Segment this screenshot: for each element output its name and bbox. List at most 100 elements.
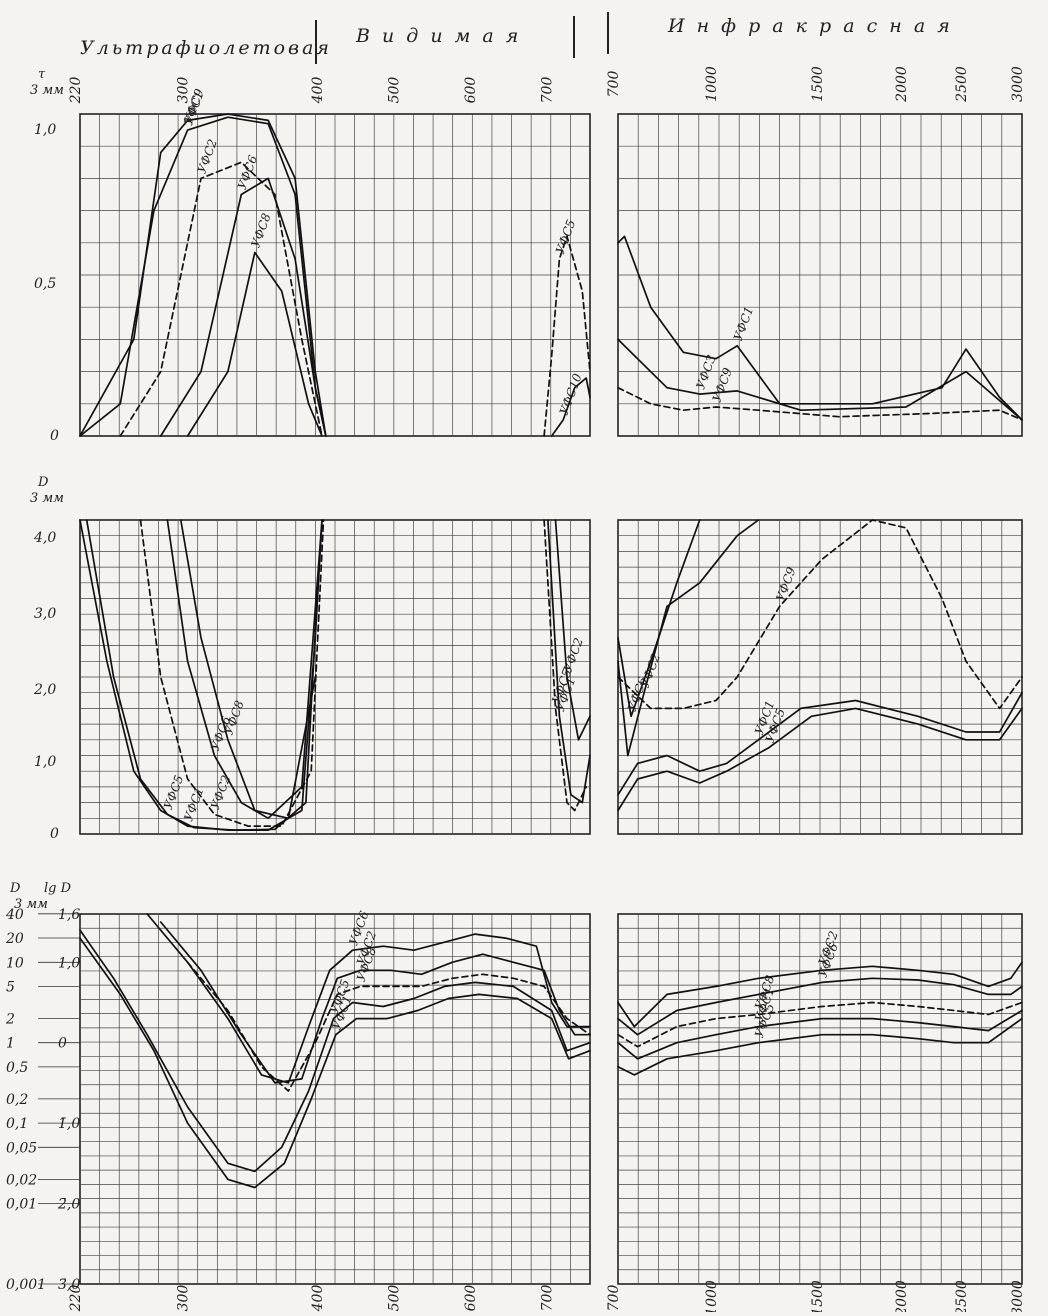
panel3-lg-tick: 1̄,0 <box>58 1116 80 1132</box>
series-label: УФС5 <box>161 773 186 811</box>
series-line-4-4 <box>79 937 591 1189</box>
top-tick-label: 400 <box>310 77 326 105</box>
series-label: УФС1 <box>731 305 756 343</box>
series-line-3-4 <box>617 707 1023 812</box>
panel1-ytick: 0 <box>50 428 59 444</box>
panel2-ytick: 4,0 <box>33 530 56 546</box>
series-line-1-0 <box>617 235 1023 421</box>
series-line-3-2 <box>617 519 1023 710</box>
top-tick-label: 1000 <box>704 66 720 102</box>
panel2-thickness: 3 мм <box>30 491 64 506</box>
panel3-ylabel-d: D <box>9 881 21 896</box>
panel3-d-tick: 0,05 <box>6 1140 37 1156</box>
series-line-2-2 <box>139 519 325 827</box>
panel3-lg-tick: 2̄,0 <box>57 1197 80 1213</box>
series-line-2-5 <box>543 519 588 812</box>
region-uv-label: Ультрафиолетовая <box>80 37 332 59</box>
series-line-0-5 <box>543 235 591 437</box>
panel3-d-tick: 5 <box>6 980 15 996</box>
series-line-1-1 <box>617 338 1023 421</box>
panel3-d-tick: 1 <box>6 1036 15 1052</box>
series-line-5-2 <box>617 1001 1023 1048</box>
bottom-wavelength-axis: 220 300 400 500 600 700 700 1000 1500 2000 2500 300… <box>68 1280 1026 1316</box>
panel3-lg-tick: 0 <box>58 1036 67 1052</box>
top-tick-label: 500 <box>387 77 403 104</box>
panel2-ytick: 1,0 <box>34 754 56 770</box>
panel3-lg-tick: 3̄,0 <box>58 1277 80 1293</box>
bottom-tick-label: 2000 <box>894 1280 910 1312</box>
series-label: УФС10 <box>557 371 585 417</box>
series-line-0-1 <box>79 116 327 437</box>
panel3-d-tick: 40 <box>5 907 24 923</box>
panel3-d-tick: 2 <box>5 1012 15 1028</box>
panel3-thickness: 3 мм <box>14 897 48 912</box>
panel1-ytick: 0,5 <box>34 276 56 292</box>
top-tick-label: 2000 <box>894 66 910 103</box>
bottom-tick-label: 500 <box>387 1285 403 1312</box>
top-tick-label: 2500 <box>954 66 970 103</box>
region-visible-label: В и д и м а я <box>355 25 521 47</box>
bottom-tick-label: 3000 <box>1010 1280 1026 1312</box>
series-line-1-2 <box>617 386 1023 421</box>
series-line-4-2 <box>186 961 591 1092</box>
top-tick-label: 1500 <box>810 66 826 102</box>
top-tick-label: 600 <box>463 77 479 104</box>
series-line-2-6 <box>547 519 591 804</box>
series-line-2-0 <box>79 519 323 831</box>
bottom-tick-label: 600 <box>463 1285 479 1312</box>
panel3-d-tick: 0,2 <box>6 1092 28 1108</box>
panel3-d-tick: 20 <box>5 931 24 947</box>
bottom-tick-label: 300 <box>176 1285 192 1312</box>
top-tick-label: 700 <box>540 77 556 104</box>
panel1-ytick: 1,0 <box>34 122 56 138</box>
series-line-3-1 <box>617 519 701 718</box>
series-label: УФС6 <box>625 675 650 713</box>
panel3-d-tick: 0,1 <box>6 1116 28 1132</box>
panel2-ytick: 2,0 <box>33 682 56 698</box>
panel3-lg-tick: 1,0 <box>58 955 80 971</box>
bottom-tick-label: 2500 <box>954 1280 970 1312</box>
panel2-ytick: 0 <box>50 826 59 842</box>
series-line-0-6 <box>550 377 591 437</box>
series-label: УФС9 <box>773 565 798 603</box>
bottom-tick-label: 220 <box>68 1285 84 1312</box>
series-line-2-4 <box>179 519 317 820</box>
bottom-tick-label: 700 <box>540 1285 556 1312</box>
series-label: УФС1 <box>181 785 206 823</box>
series-line-4-1 <box>159 921 591 1084</box>
series-line-5-4 <box>617 1017 1023 1076</box>
series-line-5-1 <box>617 977 1023 1036</box>
bottom-tick-label: 1000 <box>704 1280 720 1312</box>
series-line-5-3 <box>617 1009 1023 1060</box>
panel2-ylabel: D <box>37 475 49 490</box>
top-tick-label: 300 <box>176 77 192 104</box>
region-ir-label: И н ф р а к р а с н а я <box>667 15 953 37</box>
series-line-4-0 <box>146 913 591 1084</box>
series-line-0-4 <box>186 251 323 437</box>
top-tick-label: 220 <box>68 77 84 105</box>
panel1-thickness: 3 мм <box>30 83 64 98</box>
panel3-d-tick: 0,5 <box>6 1060 28 1076</box>
series-label: УФС5 <box>553 218 578 256</box>
series-line-4-3 <box>79 929 591 1173</box>
series-line-3-3 <box>617 691 1023 796</box>
top-wavelength-axis: 220 300 400 500 600 700 700 1000 1500 2000 2500 300… <box>68 66 1026 104</box>
panel2-ytick: 3,0 <box>34 606 56 622</box>
panel1-ylabel: τ <box>38 67 46 82</box>
series-line-0-3 <box>159 177 327 437</box>
series-label: УФС8 <box>248 211 273 249</box>
bottom-tick-label: 700 <box>606 1285 622 1312</box>
series-line-2-1 <box>85 519 321 831</box>
panel3-ylabel-lgd: lg D <box>44 881 72 896</box>
panel3-d-tick: 0,001 <box>6 1277 46 1293</box>
panel3-lg-tick: 1,6 <box>58 907 80 923</box>
